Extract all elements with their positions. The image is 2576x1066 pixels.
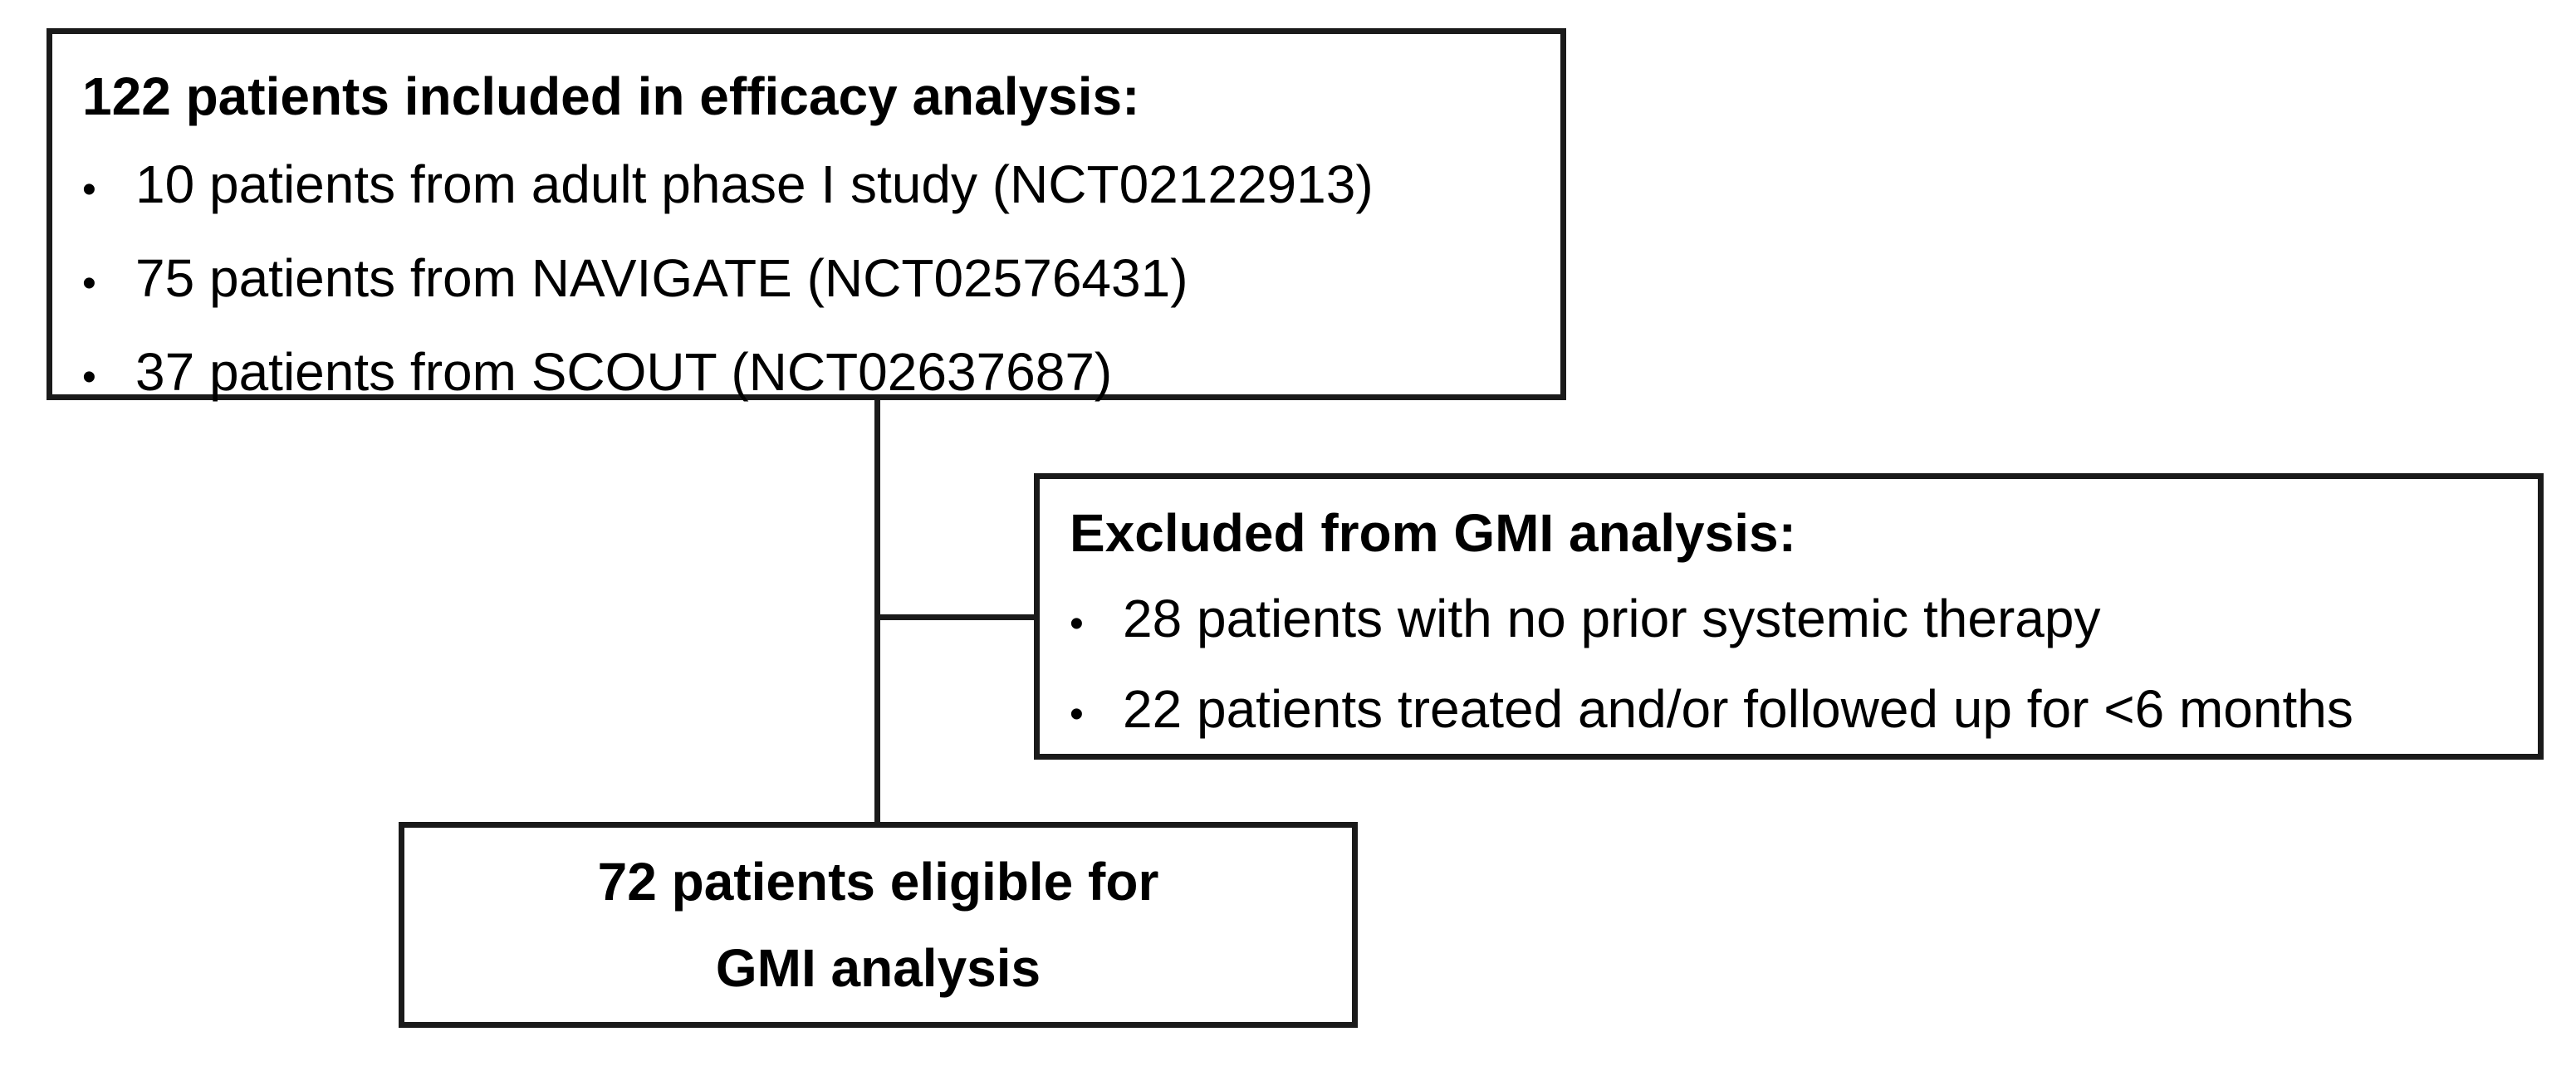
efficacy-list-item: • 10 patients from adult phase I study (… [82, 140, 1535, 234]
connector-vertical-line [874, 400, 880, 822]
bullet-icon: • [1070, 692, 1084, 736]
efficacy-list-item: • 37 patients from SCOUT (NCT02637687) [82, 328, 1535, 422]
excluded-list-item: • 28 patients with no prior systemic the… [1070, 576, 2513, 667]
efficacy-item-text: 75 patients from NAVIGATE (NCT02576431) [135, 248, 1188, 308]
box-eligible-for-gmi: 72 patients eligible for GMI analysis [399, 822, 1358, 1028]
eligible-box-line: 72 patients eligible for [597, 852, 1159, 912]
bullet-icon: • [82, 355, 96, 399]
efficacy-list-item: • 75 patients from NAVIGATE (NCT02576431… [82, 234, 1535, 328]
efficacy-item-text: 37 patients from SCOUT (NCT02637687) [135, 342, 1113, 402]
bullet-icon: • [82, 168, 96, 212]
excluded-item-text: 22 patients treated and/or followed up f… [1123, 679, 2353, 739]
excluded-item-text: 28 patients with no prior systemic thera… [1123, 589, 2101, 648]
box-efficacy-analysis: 122 patients included in efficacy analys… [47, 28, 1566, 402]
box-excluded-from-gmi: Excluded from GMI analysis: • 28 patient… [1034, 473, 2544, 760]
excluded-box-title: Excluded from GMI analysis: [1070, 503, 1796, 563]
bullet-icon: • [1070, 602, 1084, 646]
connector-branch-line [878, 614, 1037, 620]
bullet-icon: • [82, 262, 96, 306]
efficacy-box-title: 122 patients included in efficacy analys… [82, 66, 1140, 126]
excluded-list-item: • 22 patients treated and/or followed up… [1070, 667, 2513, 757]
efficacy-item-text: 10 patients from adult phase I study (NC… [135, 154, 1374, 214]
eligible-box-line: GMI analysis [715, 938, 1041, 998]
